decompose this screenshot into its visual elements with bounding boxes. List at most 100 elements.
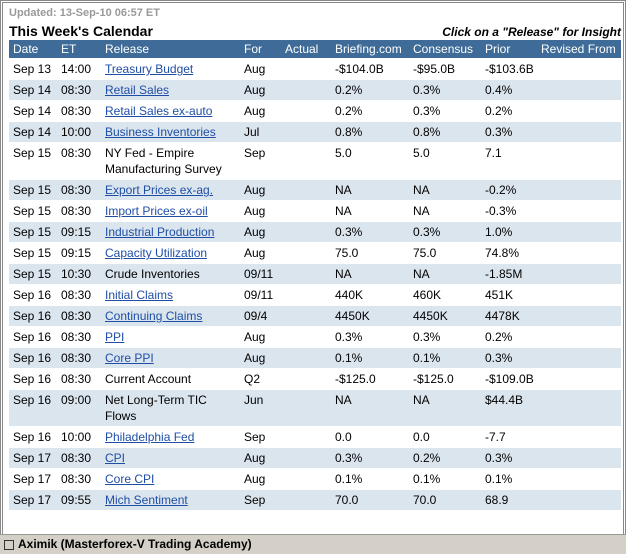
- column-header: Consensus: [409, 40, 481, 59]
- briefing-cell: -$104.0B: [331, 58, 409, 80]
- calendar-table: Date ET Release For Actual Briefing.com Consen…: [9, 40, 621, 510]
- for-cell: Q2: [240, 368, 281, 390]
- consensus-cell: 4450K: [409, 305, 481, 327]
- time-cell: 08:30: [57, 200, 101, 222]
- release-link[interactable]: Business Inventories: [105, 125, 216, 139]
- briefing-cell: 0.3%: [331, 326, 409, 348]
- release-cell: CPI: [101, 447, 240, 469]
- release-cell: Retail Sales ex-auto: [101, 100, 240, 122]
- release-cell: NY Fed - Empire Manufacturing Survey: [101, 142, 240, 180]
- calendar-row: Sep 14 08:30 Retail Sales ex-auto Aug 0.2% 0.…: [9, 100, 621, 122]
- time-cell: 08:30: [57, 305, 101, 327]
- date-cell: Sep 13: [9, 58, 57, 80]
- column-header: Date: [9, 40, 57, 59]
- release-link[interactable]: Import Prices ex-oil: [105, 204, 208, 218]
- briefing-cell: 0.0: [331, 426, 409, 448]
- release-link[interactable]: Retail Sales ex-auto: [105, 104, 213, 118]
- briefing-cell: NA: [331, 179, 409, 201]
- prior-cell: 0.2%: [481, 326, 537, 348]
- release-link[interactable]: PPI: [105, 330, 125, 344]
- date-cell: Sep 16: [9, 284, 57, 306]
- for-cell: Sep: [240, 142, 281, 180]
- empty-cell: [281, 79, 331, 101]
- release-cell: Capacity Utilization: [101, 242, 240, 264]
- empty-cell: [537, 305, 621, 327]
- release-link[interactable]: Export Prices ex-ag.: [105, 183, 214, 197]
- briefing-cell: 440K: [331, 284, 409, 306]
- empty-cell: [281, 263, 331, 285]
- date-cell: Sep 17: [9, 489, 57, 510]
- column-header: Release: [101, 40, 240, 59]
- consensus-cell: NA: [409, 389, 481, 427]
- prior-cell: 0.1%: [481, 468, 537, 490]
- for-cell: Aug: [240, 347, 281, 369]
- briefing-cell: NA: [331, 200, 409, 222]
- empty-cell: [537, 468, 621, 490]
- column-header: ET: [57, 40, 101, 59]
- empty-cell: [281, 347, 331, 369]
- empty-cell: [281, 468, 331, 490]
- for-cell: Aug: [240, 200, 281, 222]
- release-link[interactable]: CPI: [105, 451, 126, 465]
- for-cell: 09/11: [240, 263, 281, 285]
- briefing-cell: NA: [331, 389, 409, 427]
- for-cell: Aug: [240, 447, 281, 469]
- release-link[interactable]: Retail Sales: [105, 83, 170, 97]
- consensus-cell: NA: [409, 200, 481, 222]
- date-cell: Sep 17: [9, 447, 57, 469]
- empty-cell: [537, 200, 621, 222]
- date-cell: Sep 14: [9, 79, 57, 101]
- consensus-cell: 0.8%: [409, 121, 481, 143]
- prior-cell: -0.3%: [481, 200, 537, 222]
- release-link[interactable]: Core PPI: [105, 351, 154, 365]
- briefing-cell: NA: [331, 263, 409, 285]
- release-cell: Mich Sentiment: [101, 489, 240, 510]
- prior-cell: 0.4%: [481, 79, 537, 101]
- release-link[interactable]: Industrial Production: [105, 225, 215, 239]
- release-link[interactable]: Treasury Budget: [105, 62, 194, 76]
- release-link[interactable]: Initial Claims: [105, 288, 174, 302]
- calendar-title: This Week's Calendar: [9, 23, 153, 39]
- calendar-row: Sep 16 08:30 Initial Claims 09/11 440K 460K 45…: [9, 284, 621, 306]
- calendar-row: Sep 15 10:30 Crude Inventories 09/11 NA NA -1.…: [9, 263, 621, 285]
- calendar-row: Sep 14 08:30 Retail Sales Aug 0.2% 0.3% 0.4%: [9, 79, 621, 101]
- calendar-row: Sep 17 09:55 Mich Sentiment Sep 70.0 70.0 68.9: [9, 489, 621, 510]
- prior-cell: 0.2%: [481, 100, 537, 122]
- calendar-row: Sep 15 08:30 NY Fed - Empire Manufacturing…: [9, 142, 621, 180]
- consensus-cell: 0.3%: [409, 326, 481, 348]
- time-cell: 08:30: [57, 142, 101, 180]
- empty-cell: [537, 121, 621, 143]
- release-link[interactable]: Capacity Utilization: [105, 246, 208, 260]
- release-link[interactable]: Mich Sentiment: [105, 493, 188, 507]
- calendar-row: Sep 15 09:15 Capacity Utilization Aug 75.0 75…: [9, 242, 621, 264]
- calendar-row: Sep 16 08:30 Current Account Q2 -$125.0 -$125…: [9, 368, 621, 390]
- for-cell: Jul: [240, 121, 281, 143]
- prior-cell: 7.1: [481, 142, 537, 180]
- for-cell: Aug: [240, 79, 281, 101]
- date-cell: Sep 16: [9, 426, 57, 448]
- column-header: Actual: [281, 40, 331, 59]
- time-cell: 08:30: [57, 284, 101, 306]
- empty-cell: [537, 326, 621, 348]
- release-cell: Philadelphia Fed: [101, 426, 240, 448]
- empty-cell: [281, 305, 331, 327]
- time-cell: 08:30: [57, 179, 101, 201]
- calendar-row: Sep 17 08:30 Core CPI Aug 0.1% 0.1% 0.1%: [9, 468, 621, 490]
- consensus-cell: -$95.0B: [409, 58, 481, 80]
- empty-cell: [537, 242, 621, 264]
- calendar-row: Sep 16 08:30 Continuing Claims 09/4 4450K 445…: [9, 305, 621, 327]
- empty-cell: [281, 284, 331, 306]
- briefing-cell: 0.2%: [331, 79, 409, 101]
- release-cell: Treasury Budget: [101, 58, 240, 80]
- column-header: For: [240, 40, 281, 59]
- column-header: Revised From: [537, 40, 621, 59]
- date-cell: Sep 15: [9, 142, 57, 180]
- date-cell: Sep 17: [9, 468, 57, 490]
- consensus-cell: 0.1%: [409, 347, 481, 369]
- release-link[interactable]: Core CPI: [105, 472, 155, 486]
- release-link[interactable]: Continuing Claims: [105, 309, 203, 323]
- empty-cell: [281, 368, 331, 390]
- checkbox-icon: [4, 539, 14, 550]
- for-cell: Aug: [240, 468, 281, 490]
- release-link[interactable]: Philadelphia Fed: [105, 430, 195, 444]
